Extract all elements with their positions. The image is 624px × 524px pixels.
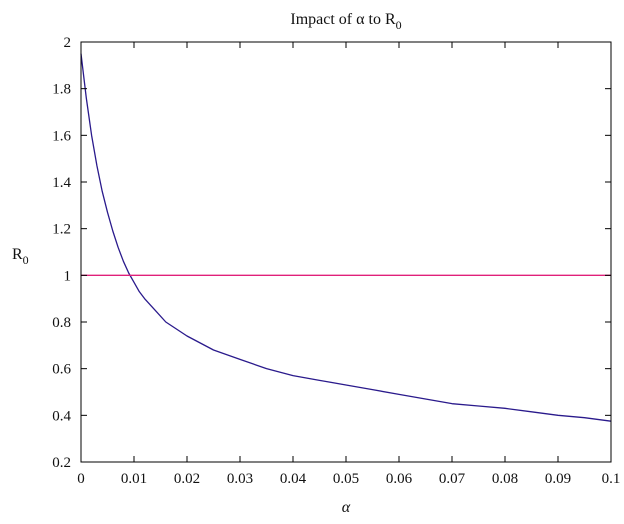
- plot-layer: [80, 53, 612, 422]
- plot-frame: [80, 41, 612, 463]
- y-tick-label: 0.8: [52, 315, 71, 331]
- y-tick-label: 1.8: [52, 82, 71, 98]
- y-tick-label: 0.2: [52, 455, 71, 471]
- y-tick-label: 0.4: [52, 408, 71, 424]
- x-tick-label: 0.08: [492, 471, 518, 487]
- x-tick-label: 0.02: [174, 471, 200, 487]
- y-tick-label: 1.6: [52, 128, 71, 144]
- y-tick-label: 1.4: [52, 175, 71, 191]
- x-tick-label: 0: [77, 471, 85, 487]
- chart-title-subscript: 0: [396, 18, 402, 32]
- x-tick-label: 0.09: [545, 471, 571, 487]
- x-axis-title: α: [342, 499, 351, 516]
- chart-title-main: Impact of α to R: [290, 11, 396, 28]
- y-tick-label: 2: [64, 35, 72, 51]
- x-tick-label: 0.01: [121, 471, 147, 487]
- x-tick-label: 0.03: [227, 471, 253, 487]
- x-tick-label: 0.04: [280, 471, 307, 487]
- y-axis-title-subscript: 0: [23, 253, 29, 267]
- y-tick-label: 1.2: [52, 222, 71, 238]
- y-tick-label: 0.6: [52, 362, 71, 378]
- tick-layer: 0 0.01 0.02 0.03 0.04 0.05 0.06 0.07 0.08 0.09 0.1…: [52, 35, 620, 487]
- x-tick-label: 0.06: [386, 471, 413, 487]
- x-tick-label: 0.07: [439, 471, 466, 487]
- x-tick-label: 0.05: [333, 471, 359, 487]
- y-tick-label: 1: [64, 268, 72, 284]
- series-line-r0-curve: [80, 53, 612, 422]
- y-axis-title: R0: [12, 246, 29, 267]
- y-axis-title-main: R: [12, 246, 23, 263]
- x-tick-label: 0.1: [602, 471, 621, 487]
- chart-title: Impact of α to R0: [290, 11, 401, 32]
